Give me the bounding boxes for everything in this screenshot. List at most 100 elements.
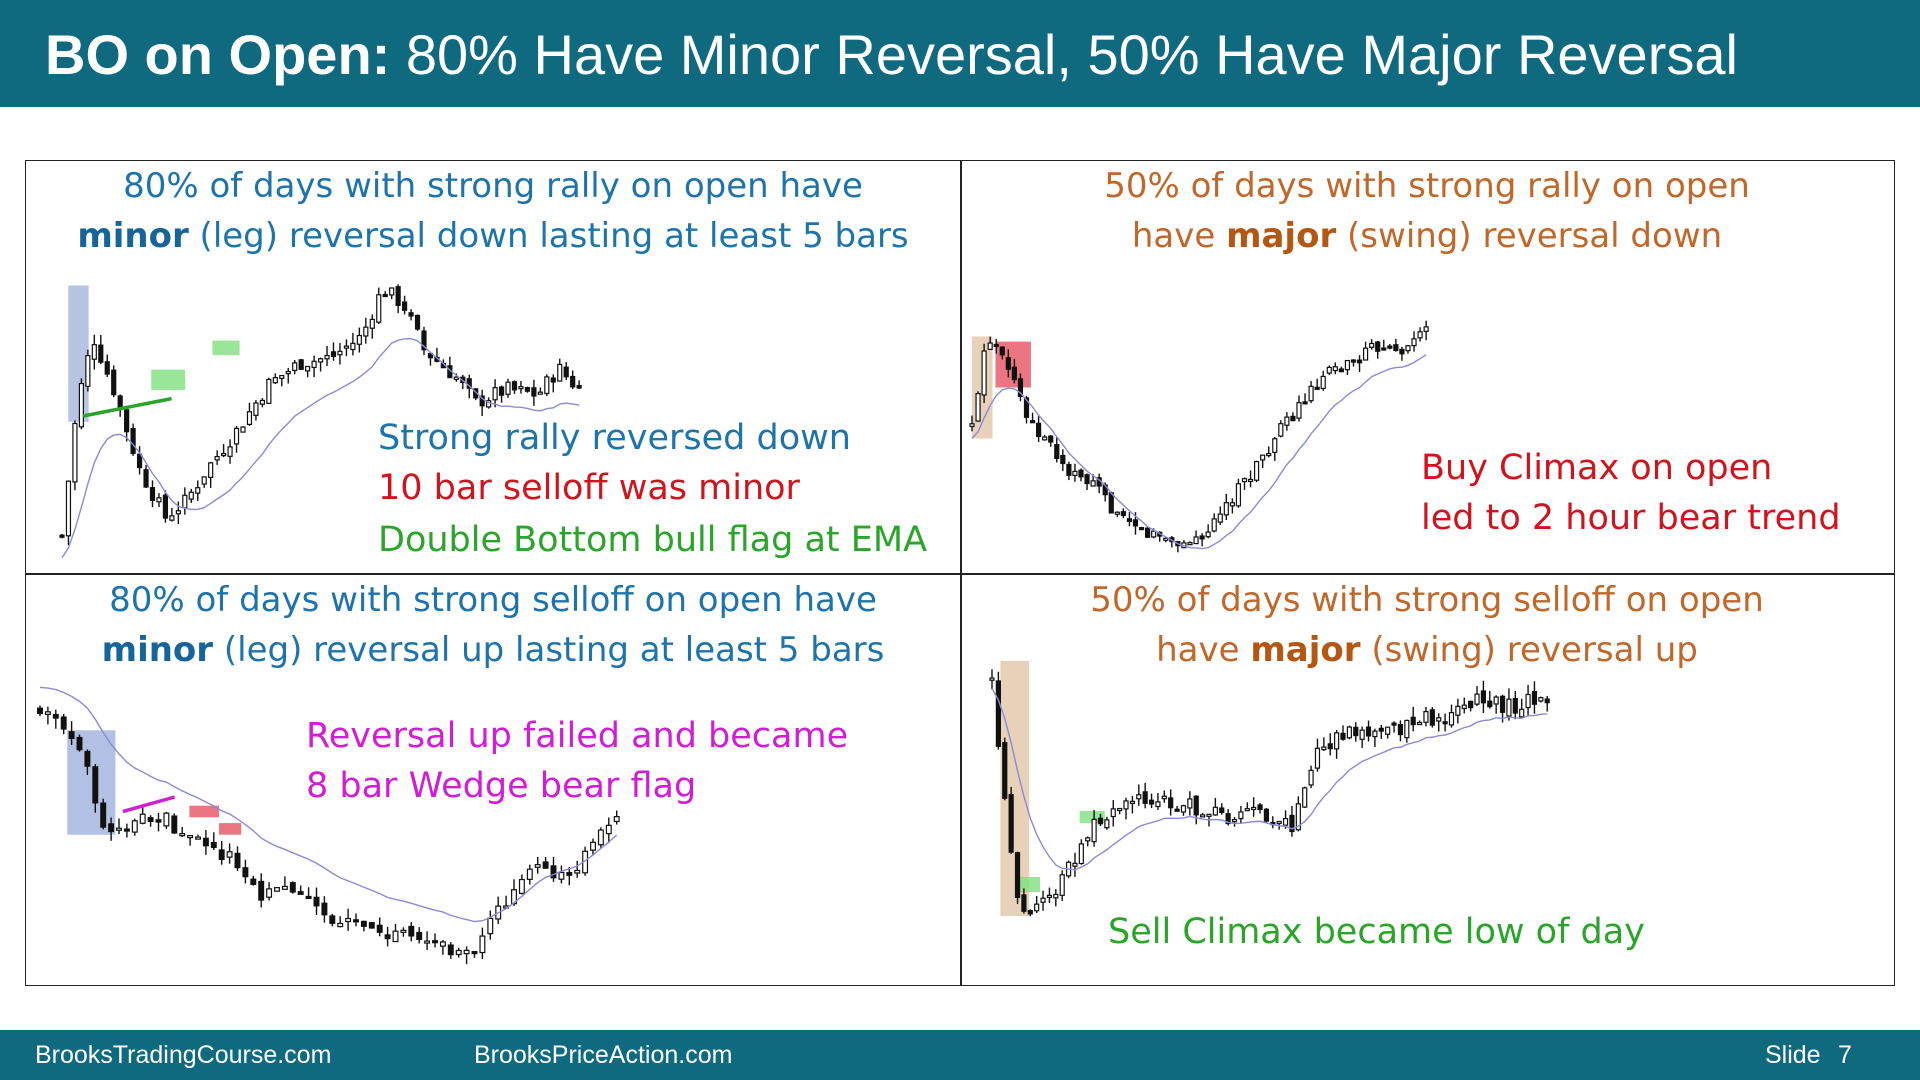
- footer-brooks-price-action-link[interactable]: BrooksPriceAction.com: [474, 1041, 733, 1069]
- bull-candle: [987, 342, 993, 350]
- bear-candle: [162, 494, 169, 519]
- bull-candle: [463, 949, 470, 955]
- bull-candle: [156, 497, 162, 503]
- bull-candle: [1308, 385, 1314, 402]
- bear-candle: [52, 713, 59, 719]
- bull-candle: [1320, 375, 1326, 390]
- ema-line: [991, 688, 1548, 871]
- bottom-right-note-1: Sell Climax became low of day: [1108, 912, 1645, 952]
- bull-candle: [1161, 795, 1167, 800]
- bull-candle: [345, 917, 352, 923]
- bull-candle: [169, 515, 175, 521]
- bull-candle: [1321, 746, 1327, 751]
- bottom-left-heading: 80% of days with strong selloff on open …: [26, 575, 960, 675]
- bull-candle: [227, 446, 233, 457]
- bull-candle: [266, 888, 273, 898]
- bull-candle: [424, 940, 431, 944]
- bull-candle: [1059, 874, 1065, 896]
- bear-candle: [1378, 727, 1384, 732]
- top-right-heading-rest: (swing) reversal down: [1336, 216, 1723, 256]
- bull-candle: [1117, 807, 1123, 812]
- bear-candle: [531, 387, 537, 397]
- bear-candle: [1108, 492, 1114, 514]
- bull-candle: [975, 393, 981, 422]
- bull-candle: [574, 869, 581, 874]
- bear-candle: [242, 867, 249, 878]
- bear-candle: [550, 865, 557, 879]
- bull-candle: [1123, 800, 1129, 810]
- bottom-right-heading-rest: (swing) reversal up: [1360, 630, 1698, 670]
- bull-candle: [453, 376, 459, 380]
- double-bottom-trendline: [82, 396, 172, 418]
- bear-candle: [37, 707, 43, 715]
- bull-candle: [597, 829, 604, 846]
- bull-candle: [188, 491, 194, 500]
- bull-candle: [1053, 893, 1059, 899]
- bear-candle: [1027, 910, 1033, 915]
- bull-candle: [1385, 726, 1391, 735]
- bear-candle: [1397, 723, 1404, 736]
- bull-candle: [272, 377, 278, 384]
- bear-candle: [1168, 797, 1174, 809]
- bear-candle: [563, 366, 569, 378]
- bear-candle: [321, 902, 328, 916]
- bull-candle: [1448, 712, 1455, 726]
- bull-candle: [1272, 438, 1278, 453]
- bull-candle: [139, 813, 146, 824]
- bull-candle: [279, 374, 285, 379]
- bear-candle: [289, 882, 296, 893]
- bull-candle: [613, 816, 620, 823]
- slide-title-rest: 80% Have Minor Reversal, 50% Have Major …: [390, 23, 1738, 86]
- bear-candle: [1393, 344, 1399, 352]
- bull-candle: [479, 935, 486, 954]
- bear-candle: [395, 286, 401, 306]
- footer-brooks-trading-course-link[interactable]: BrooksTradingCourse.com: [35, 1041, 332, 1069]
- bear-candle: [1531, 690, 1538, 705]
- bull-candle: [1151, 530, 1157, 538]
- bear-candle: [147, 817, 154, 823]
- bear-candle: [1148, 799, 1155, 805]
- bull-candle: [1078, 843, 1084, 865]
- bull-candle: [1334, 732, 1340, 750]
- bear-candle: [1002, 742, 1008, 799]
- bull-candle: [518, 878, 525, 894]
- bull-candle: [285, 370, 291, 375]
- bull-candle: [1091, 818, 1097, 843]
- bull-candle: [1423, 711, 1429, 723]
- bear-candle: [1387, 345, 1393, 349]
- bear-candle: [471, 951, 478, 955]
- bull-candle: [1229, 502, 1235, 507]
- bear-candle: [1138, 527, 1145, 531]
- bull-candle: [131, 820, 138, 833]
- bull-candle: [376, 294, 382, 323]
- bear-candle: [1340, 732, 1346, 740]
- bear-candle: [1005, 357, 1011, 370]
- bear-candle: [1381, 347, 1387, 351]
- top-right-heading-pre: have: [1131, 216, 1227, 256]
- bear-candle: [329, 915, 336, 924]
- bear-candle: [297, 891, 304, 895]
- bull-candle: [1436, 717, 1442, 722]
- bull-candle: [292, 362, 298, 372]
- bear-candle: [1327, 743, 1333, 750]
- bull-candle: [989, 677, 995, 681]
- bear-candle: [1132, 519, 1139, 527]
- bull-candle: [1206, 813, 1212, 817]
- bull-candle: [1506, 698, 1512, 717]
- title-bar: [0, 0, 1920, 107]
- bear-candle: [59, 534, 65, 538]
- bull-candle: [274, 887, 280, 892]
- bull-candle: [1163, 537, 1169, 541]
- bull-candle: [78, 382, 84, 428]
- bear-candle: [1060, 454, 1066, 465]
- bull-candle: [526, 868, 533, 880]
- bull-candle: [1372, 730, 1378, 738]
- bull-candle: [337, 922, 344, 928]
- bull-candle: [72, 422, 78, 483]
- bear-candle: [98, 344, 104, 363]
- bull-candle: [363, 326, 369, 337]
- bull-candle: [1326, 366, 1332, 374]
- bull-candle: [1359, 729, 1365, 740]
- bear-candle: [1365, 726, 1372, 737]
- bull-candle: [281, 885, 288, 890]
